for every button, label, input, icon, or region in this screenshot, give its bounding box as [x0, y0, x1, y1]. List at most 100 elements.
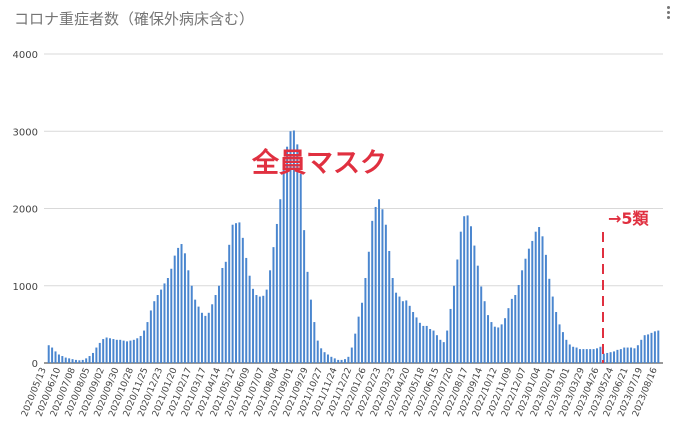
bar: [173, 255, 176, 363]
bar: [432, 330, 435, 363]
bar: [476, 265, 479, 363]
bar: [452, 285, 455, 363]
bar: [207, 312, 210, 363]
bar: [480, 286, 483, 363]
bar: [401, 301, 404, 363]
bar: [575, 347, 578, 363]
chart-title: コロナ重症者数（確保外病床含む）: [14, 10, 255, 28]
bar: [347, 356, 350, 363]
bar: [143, 330, 146, 363]
bar: [194, 299, 197, 363]
bar: [623, 347, 626, 363]
bar: [555, 312, 558, 363]
more-options-icon[interactable]: [664, 4, 672, 24]
y-tick-label: 1000: [13, 282, 38, 293]
bar: [81, 359, 84, 363]
bar: [398, 296, 401, 363]
bar: [609, 352, 612, 363]
bar: [483, 301, 486, 363]
bar: [217, 285, 220, 363]
bar: [296, 144, 299, 363]
bar: [374, 206, 377, 363]
bar: [647, 334, 650, 363]
bar: [442, 342, 445, 363]
bar: [228, 244, 231, 363]
bar: [88, 356, 91, 363]
bar: [326, 354, 329, 363]
bar-series: [47, 130, 660, 364]
bar: [446, 330, 449, 363]
bar: [640, 339, 643, 363]
bar: [160, 289, 163, 363]
bar: [320, 348, 323, 363]
bar: [497, 327, 500, 363]
bar: [616, 349, 619, 363]
bar: [626, 347, 629, 363]
bar: [85, 358, 88, 363]
bar: [51, 347, 54, 363]
bar: [378, 199, 381, 363]
bar: [132, 339, 135, 363]
bar: [470, 226, 472, 363]
bar: [163, 283, 166, 363]
bar: [490, 322, 493, 363]
bar: [517, 284, 520, 363]
annotation-5rui-label: →5類: [608, 209, 650, 228]
bar: [289, 131, 292, 363]
bar: [91, 352, 94, 363]
bar: [102, 339, 105, 363]
bar: [177, 247, 180, 363]
bar: [551, 296, 554, 363]
bar: [578, 349, 581, 363]
bar: [384, 224, 387, 363]
bar: [589, 349, 592, 363]
bar: [214, 295, 217, 363]
bar: [415, 317, 418, 363]
bar: [64, 357, 67, 363]
bar: [200, 312, 203, 363]
bar: [279, 199, 282, 363]
bar: [585, 349, 588, 363]
bar: [636, 345, 639, 363]
bar: [613, 351, 616, 363]
bar: [139, 335, 142, 363]
bar: [619, 349, 622, 363]
bar: [258, 296, 261, 363]
bar: [596, 348, 598, 363]
bar: [126, 341, 129, 363]
bar: [633, 348, 636, 363]
bar: [333, 358, 336, 363]
bar: [221, 267, 224, 363]
y-tick-label: 4000: [13, 50, 38, 61]
bar: [129, 340, 132, 363]
bar: [568, 344, 571, 363]
bar: [534, 231, 537, 363]
bar: [306, 271, 309, 363]
bar: [344, 359, 346, 363]
bar: [643, 335, 646, 363]
bar: [435, 335, 438, 363]
bar: [405, 300, 408, 363]
bar: [408, 305, 411, 363]
bar: [500, 324, 503, 364]
bar: [224, 261, 227, 363]
bar: [439, 339, 442, 363]
bar: [68, 358, 71, 363]
bar: [367, 251, 370, 363]
bar: [657, 330, 660, 363]
y-tick-label: 0: [32, 359, 38, 370]
bar: [119, 339, 122, 363]
bar: [548, 278, 551, 363]
bar: [47, 345, 50, 363]
bar: [248, 275, 251, 363]
bar: [286, 146, 289, 363]
bar: [136, 338, 139, 363]
bar: [357, 316, 360, 363]
bar: [166, 278, 169, 363]
bar: [361, 302, 364, 363]
bar: [180, 244, 183, 363]
bar: [170, 268, 173, 363]
bar: [350, 347, 353, 363]
bar: [204, 315, 207, 363]
